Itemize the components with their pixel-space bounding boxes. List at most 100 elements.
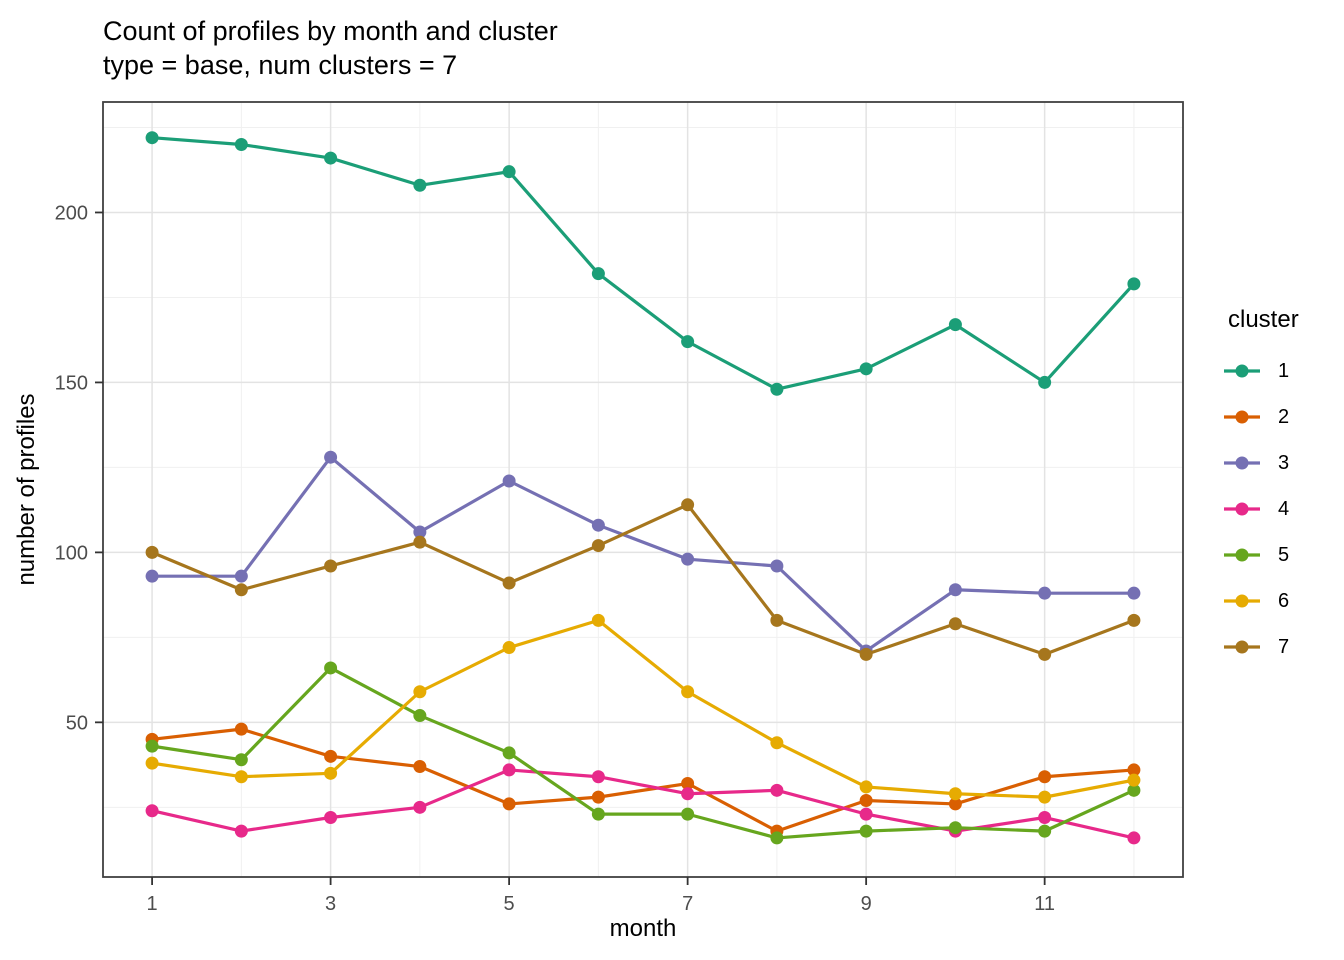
data-point-cluster-4-month-3 — [324, 811, 338, 825]
x-tick-label-7: 7 — [682, 893, 693, 915]
data-point-cluster-6-month-10 — [948, 787, 962, 801]
data-point-cluster-4-month-1 — [145, 804, 159, 818]
data-point-cluster-1-month-6 — [591, 267, 605, 281]
y-tick-label-100: 100 — [55, 542, 88, 564]
legend-item-label: 4 — [1278, 497, 1290, 520]
data-point-cluster-6-month-6 — [591, 613, 605, 627]
y-tick-label-150: 150 — [55, 372, 88, 394]
legend-item-cluster-4: 4 — [1222, 486, 1299, 532]
data-point-cluster-3-month-3 — [324, 450, 338, 464]
legend-items: 1 2 3 4 5 6 7 — [1222, 348, 1299, 670]
x-tick-label-3: 3 — [325, 893, 336, 915]
y-axis-label: number of profiles — [13, 393, 40, 585]
data-point-cluster-6-month-8 — [770, 736, 784, 750]
legend-item-label: 1 — [1278, 359, 1290, 382]
y-tick-label-200: 200 — [55, 202, 88, 224]
data-point-cluster-5-month-10 — [948, 821, 962, 835]
data-point-cluster-4-month-9 — [859, 807, 873, 821]
data-point-cluster-7-month-8 — [770, 613, 784, 627]
data-point-cluster-4-month-5 — [502, 763, 516, 777]
data-point-cluster-1-month-10 — [948, 318, 962, 332]
data-point-cluster-4-month-8 — [770, 783, 784, 797]
data-line-cluster-5 — [150, 666, 1136, 840]
data-point-cluster-4-month-2 — [234, 824, 248, 838]
data-point-cluster-6-month-3 — [324, 766, 338, 780]
legend-key-icon-cluster-3 — [1224, 456, 1260, 470]
data-point-cluster-2-month-11 — [1038, 770, 1052, 784]
data-point-cluster-1-month-2 — [234, 137, 248, 151]
legend-item-cluster-2: 2 — [1222, 394, 1299, 440]
legend-item-cluster-6: 6 — [1222, 578, 1299, 624]
y-tick-label-50: 50 — [66, 712, 88, 734]
data-line-cluster-6 — [150, 618, 1136, 799]
x-tick-label-1: 1 — [147, 893, 158, 915]
data-point-cluster-4-month-7 — [681, 787, 695, 801]
data-point-cluster-7-month-4 — [413, 535, 427, 549]
data-point-cluster-1-month-4 — [413, 178, 427, 192]
data-point-cluster-2-month-5 — [502, 797, 516, 811]
data-point-cluster-7-month-6 — [591, 539, 605, 553]
x-axis-label: month — [610, 915, 677, 942]
data-point-cluster-6-month-7 — [681, 685, 695, 699]
data-point-cluster-3-month-7 — [681, 552, 695, 566]
chart-title: Count of profiles by month and cluster — [103, 16, 558, 46]
data-point-cluster-1-month-1 — [145, 131, 159, 145]
data-point-cluster-4-month-4 — [413, 800, 427, 814]
legend-title: cluster — [1228, 306, 1299, 333]
data-point-cluster-3-month-1 — [145, 569, 159, 583]
data-point-cluster-5-month-1 — [145, 739, 159, 753]
data-point-cluster-5-month-9 — [859, 824, 873, 838]
data-point-cluster-7-month-2 — [234, 583, 248, 597]
data-point-cluster-5-month-8 — [770, 831, 784, 845]
data-point-cluster-3-month-5 — [502, 474, 516, 488]
data-point-cluster-5-month-12 — [1127, 783, 1141, 797]
legend-item-label: 5 — [1278, 543, 1290, 566]
title-block: Count of profiles by month and cluster t… — [103, 14, 558, 82]
data-point-cluster-1-month-11 — [1038, 375, 1052, 389]
plot-panel — [103, 102, 1183, 877]
data-point-cluster-2-month-6 — [591, 790, 605, 804]
data-point-cluster-7-month-10 — [948, 617, 962, 631]
data-point-cluster-4-month-12 — [1127, 831, 1141, 845]
data-point-cluster-4-month-11 — [1038, 811, 1052, 825]
data-point-cluster-5-month-11 — [1038, 824, 1052, 838]
data-point-cluster-1-month-5 — [502, 165, 516, 179]
data-point-cluster-2-month-9 — [859, 794, 873, 808]
legend-item-label: 6 — [1278, 589, 1290, 612]
data-point-cluster-7-month-9 — [859, 647, 873, 661]
data-point-cluster-3-month-10 — [948, 583, 962, 597]
data-point-cluster-6-month-12 — [1127, 773, 1141, 787]
legend-item-cluster-7: 7 — [1222, 624, 1299, 670]
data-point-cluster-6-month-1 — [145, 756, 159, 770]
legend-item-label: 7 — [1278, 635, 1290, 658]
data-point-cluster-5-month-5 — [502, 746, 516, 760]
data-point-cluster-6-month-5 — [502, 641, 516, 655]
data-line-cluster-2 — [150, 727, 1136, 833]
data-point-cluster-3-month-11 — [1038, 586, 1052, 600]
legend-item-cluster-5: 5 — [1222, 532, 1299, 578]
data-point-cluster-7-month-11 — [1038, 647, 1052, 661]
legend-key-icon-cluster-4 — [1224, 502, 1260, 516]
data-point-cluster-7-month-12 — [1127, 613, 1141, 627]
legend-key-icon-cluster-1 — [1224, 364, 1260, 378]
legend-item-label: 3 — [1278, 451, 1290, 474]
data-point-cluster-7-month-7 — [681, 498, 695, 512]
data-point-cluster-2-month-3 — [324, 749, 338, 763]
legend-key-icon-cluster-6 — [1224, 594, 1260, 608]
x-tick-label-5: 5 — [504, 893, 515, 915]
data-point-cluster-2-month-2 — [234, 722, 248, 736]
data-point-cluster-3-month-6 — [591, 518, 605, 532]
data-point-cluster-2-month-7 — [681, 777, 695, 791]
legend-key-icon-cluster-5 — [1224, 548, 1260, 562]
data-point-cluster-7-month-5 — [502, 576, 516, 590]
data-point-cluster-7-month-3 — [324, 559, 338, 573]
legend-item-label: 2 — [1278, 405, 1290, 428]
data-point-cluster-5-month-7 — [681, 807, 695, 821]
data-point-cluster-3-month-12 — [1127, 586, 1141, 600]
data-point-cluster-5-month-2 — [234, 753, 248, 767]
data-line-cluster-1 — [150, 136, 1136, 391]
data-point-cluster-6-month-11 — [1038, 790, 1052, 804]
data-point-cluster-2-month-12 — [1127, 763, 1141, 777]
